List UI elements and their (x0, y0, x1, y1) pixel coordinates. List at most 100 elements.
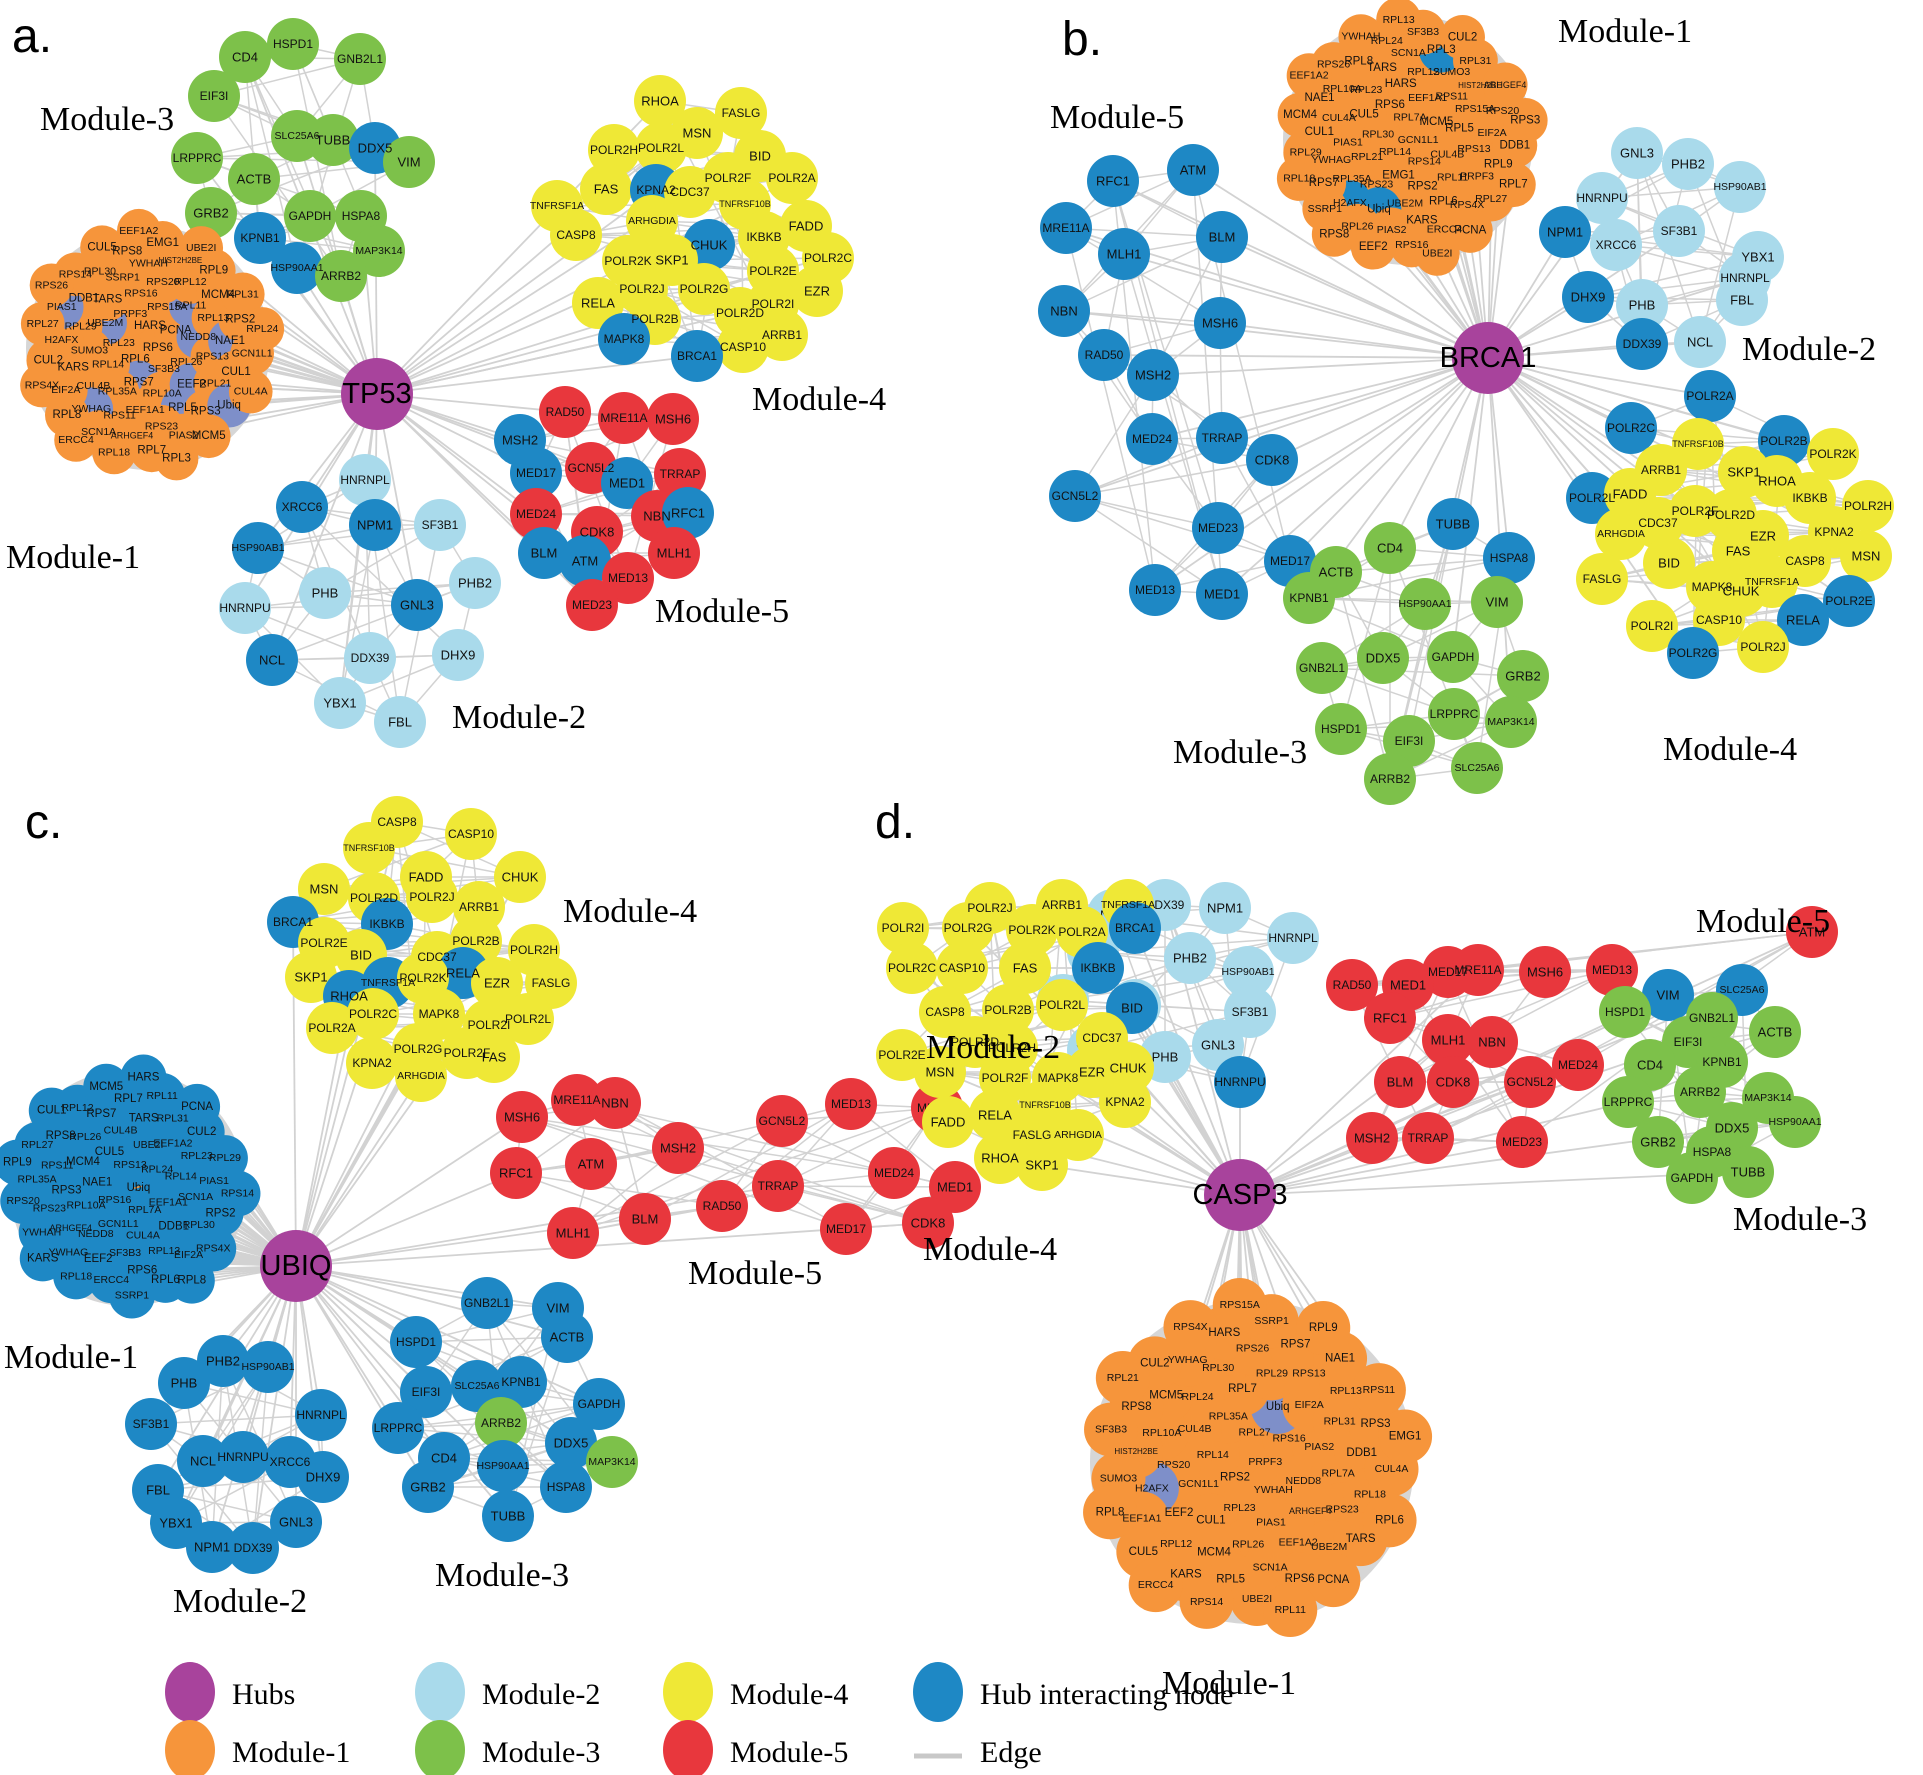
legend: Hubs Module-1 Module-2 Module-3 Module-4 Modu… (165, 1662, 1233, 1775)
protein-label: SF3B1 (1232, 1005, 1269, 1019)
protein-node (271, 242, 323, 294)
protein-label: HARS (1208, 1327, 1240, 1339)
protein-label: H2AFX (1333, 197, 1367, 209)
protein-label: NAE1 (1304, 92, 1334, 104)
protein-label: PHB (171, 1376, 198, 1391)
protein-node (766, 152, 818, 204)
protein-label: ARRB1 (762, 328, 802, 342)
protein-node (1364, 753, 1416, 805)
protein-label: SF3B1 (422, 518, 459, 532)
protein-label: CUL1 (37, 1105, 66, 1117)
protein-label: EIF3I (412, 1385, 441, 1399)
protein-node (234, 212, 286, 264)
protein-label: RPS11 (41, 1159, 74, 1171)
protein-label: MCM4 (1197, 1547, 1231, 1559)
protein-label: HNRNPL (1268, 931, 1318, 945)
protein-node (188, 70, 240, 122)
hub-node (1204, 1159, 1276, 1231)
protein-label: BRCA1 (273, 915, 313, 929)
protein-label: RPL18 (1354, 1488, 1386, 1500)
protein-node (1224, 986, 1276, 1038)
protein-label: EEF1A2 (1290, 70, 1329, 82)
protein-node (220, 272, 265, 317)
protein-node (1129, 564, 1181, 616)
protein-label: ARHGDIA (628, 215, 676, 227)
protein-label: PRPF3 (113, 308, 147, 320)
protein-node (267, 18, 319, 70)
protein-label: GNL3 (1620, 146, 1654, 161)
protein-label: RPL13 (1383, 14, 1415, 26)
module-cluster: RFC1 ATM MRE11A MLH1 BLM NBN MSH6 RAD50 MSH2 MED2… (1038, 144, 1316, 620)
protein-label: POLR2J (1740, 640, 1785, 654)
protein-label: RAD50 (703, 1199, 742, 1213)
protein-label: RPL13 (148, 1245, 180, 1257)
protein-label: HARS (1385, 78, 1417, 90)
protein-label: RAD50 (1085, 348, 1124, 362)
protein-label: ATM (1180, 163, 1206, 178)
protein-label: NCL (259, 653, 285, 668)
protein-label: KPNA2 (636, 183, 676, 197)
edge (211, 1265, 297, 1548)
module-label: Module-3 (1733, 1201, 1867, 1238)
protein-node (1643, 537, 1695, 589)
protein-label: RPS23 (1326, 1503, 1359, 1515)
protein-node (1840, 530, 1892, 582)
module-label: Module-2 (926, 1029, 1060, 1066)
protein-label: CUL5 (1129, 1546, 1158, 1558)
protein-label: EEF1A2 (1279, 1537, 1318, 1549)
protein-label: ATM (1799, 925, 1825, 940)
protein-label: CHUK (1723, 584, 1760, 599)
protein-label: TUBB (491, 1509, 526, 1524)
protein-label: FASLG (1583, 572, 1622, 586)
protein-label: FADD (789, 219, 824, 234)
protein-label: RPL6 (121, 354, 150, 366)
protein-label: MCM5 (192, 430, 226, 442)
protein-label: DDB1 (1499, 139, 1530, 151)
protein-node (494, 851, 546, 903)
protein-node (125, 1398, 177, 1450)
protein-label: MED1 (1390, 978, 1426, 993)
protein-label: RPL7 (114, 1093, 143, 1105)
edge (295, 1265, 568, 1338)
protein-label: PHB (312, 586, 339, 601)
hub-node (1452, 322, 1524, 394)
protein-node (284, 190, 336, 242)
protein-label: CHUK (691, 238, 728, 253)
protein-node (626, 195, 678, 247)
protein-label: RPL12 (174, 276, 206, 288)
protein-label: RPS11 (1363, 1384, 1396, 1396)
legend-swatch (913, 1662, 963, 1722)
protein-label: EEF1A1 (1122, 1512, 1161, 1524)
protein-label: CUL4A (1322, 112, 1356, 124)
protein-label: MSN (683, 126, 712, 141)
protein-node (1364, 992, 1416, 1044)
protein-label: SUMO3 (1100, 1473, 1138, 1485)
edge (376, 338, 625, 395)
protein-label: RPL27 (21, 1139, 53, 1151)
hub-label: CASP3 (1192, 1179, 1287, 1211)
protein-label: GCN1L1 (1178, 1478, 1219, 1490)
protein-label: POLR2C (349, 1007, 397, 1021)
protein-label: TRRAP (1202, 431, 1243, 445)
protein-node (1427, 498, 1479, 550)
protein-label: POLR2I (882, 921, 925, 935)
protein-label: TUBB (1436, 517, 1471, 532)
protein-label: FADD (409, 870, 444, 885)
protein-label: CUL4A (126, 1230, 160, 1242)
protein-node (922, 1096, 974, 1148)
protein-label: TARS (1346, 1533, 1376, 1545)
protein-node (1167, 144, 1219, 196)
protein-label: SLC25A6 (275, 130, 320, 142)
protein-label: DDX5 (1715, 1121, 1750, 1136)
protein-label: GAPDH (578, 1397, 621, 1411)
protein-node (1351, 1363, 1406, 1418)
protein-node (510, 488, 562, 540)
protein-label: RPS7 (1280, 1339, 1310, 1351)
protein-label: POLR2I (752, 297, 795, 311)
edge (576, 1099, 929, 1224)
protein-node (471, 957, 523, 1009)
protein-label: CASP8 (377, 815, 417, 829)
protein-label: GCN5L2 (1507, 1075, 1554, 1089)
protein-node (1346, 1112, 1398, 1164)
